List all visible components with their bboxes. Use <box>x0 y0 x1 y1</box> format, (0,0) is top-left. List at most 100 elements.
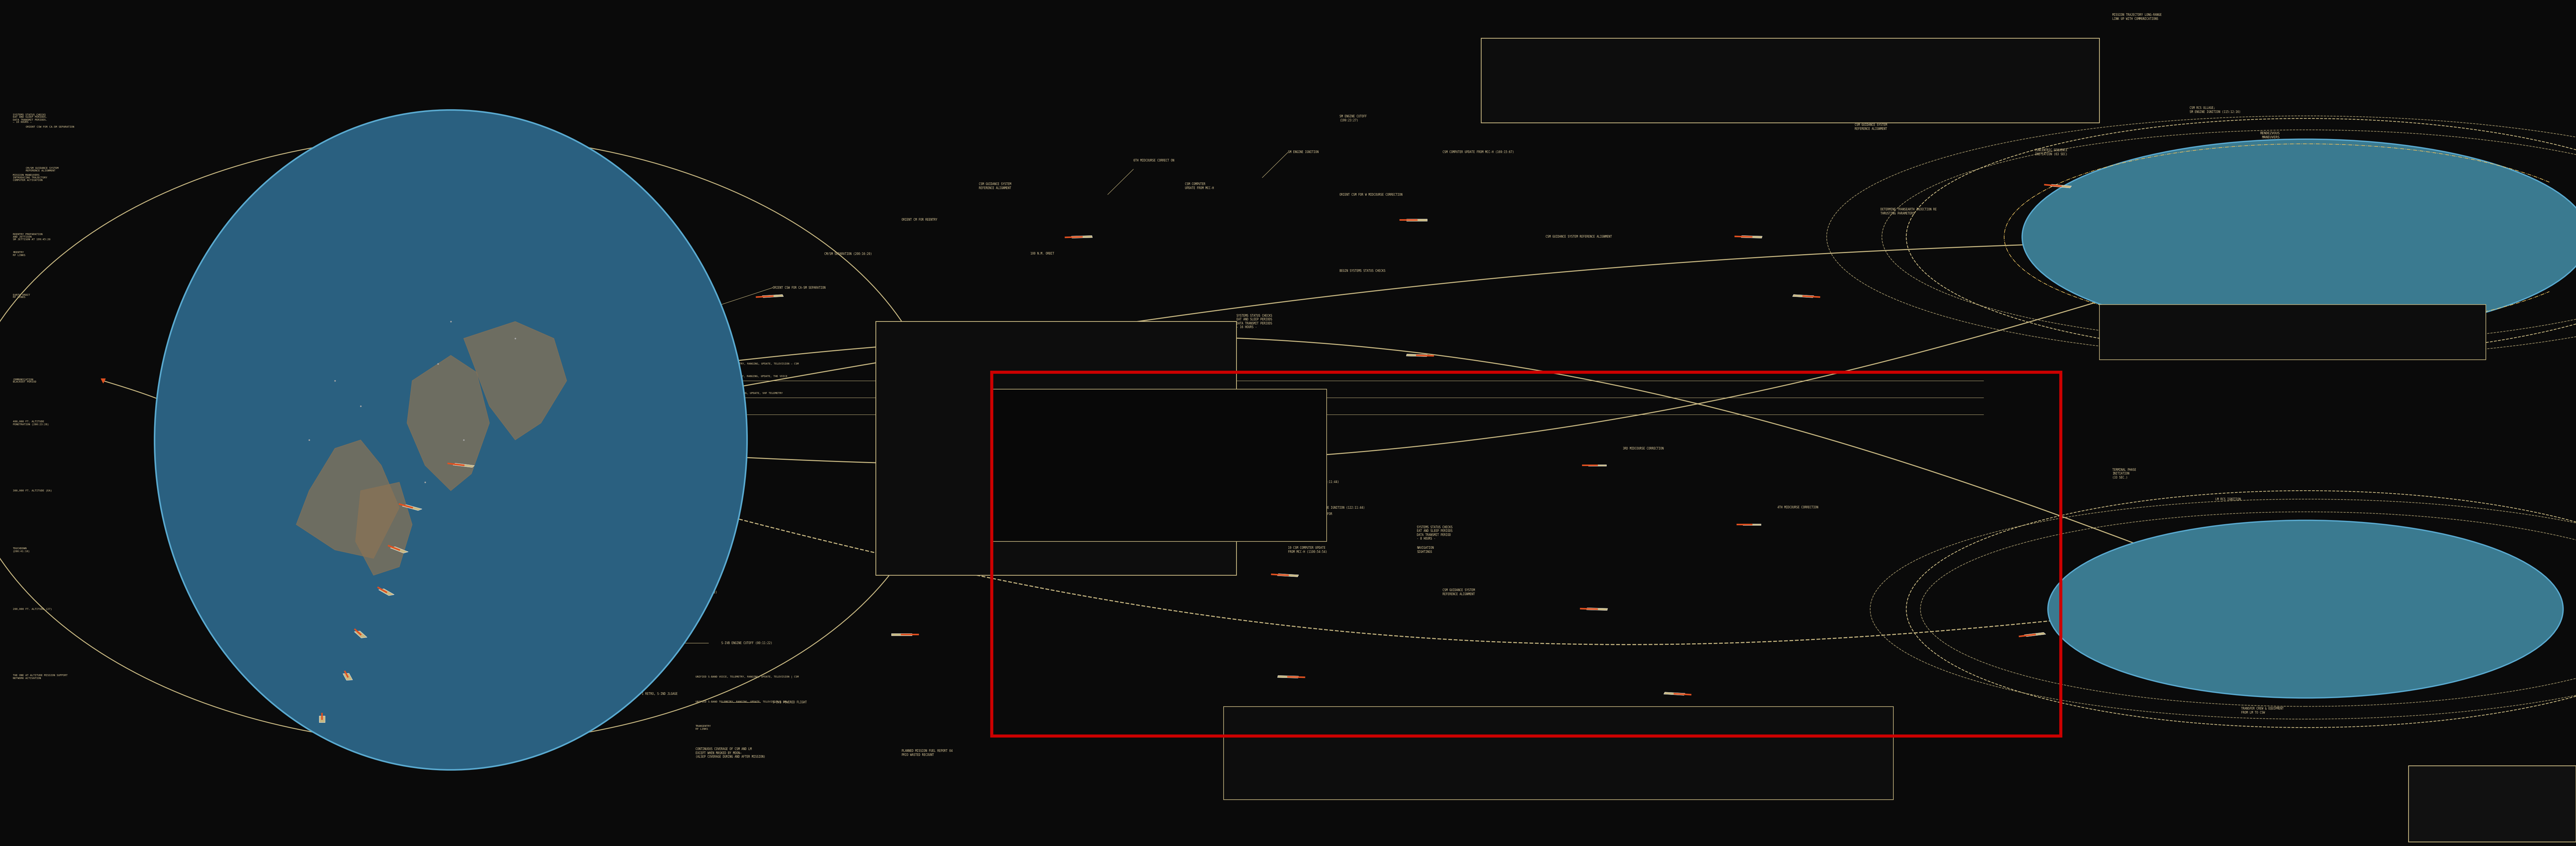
Text: 170: 170 <box>1218 428 1224 430</box>
Text: ANTIGUA: ANTIGUA <box>1069 461 1079 463</box>
Text: 6TH MIDCOURSE CORRECT ON: 6TH MIDCOURSE CORRECT ON <box>1133 159 1175 162</box>
Text: (MCCH): (MCCH) <box>889 476 899 480</box>
Text: MSFN OPERATIONS CENTER: MSFN OPERATIONS CENTER <box>889 392 927 395</box>
Text: RENDEZVOUS
RADAR TRACK CSM: RENDEZVOUS RADAR TRACK CSM <box>2264 310 2295 316</box>
Text: CAPE KENNEDY: CAPE KENNEDY <box>1069 385 1087 387</box>
Text: USNS
MERCURY: USNS MERCURY <box>446 319 456 324</box>
Text: LM ASCENT
(4 MIN, 39SEC.): LM ASCENT (4 MIN, 39SEC.) <box>2241 318 2267 325</box>
Polygon shape <box>1741 235 1762 239</box>
Text: USNS
MATERTOWN: USNS MATERTOWN <box>417 480 433 485</box>
Text: S-IVB: S-IVB <box>1005 545 1012 547</box>
Text: S-IVB ----: S-IVB ---- <box>683 409 698 411</box>
Text: HOUSTON: HOUSTON <box>889 434 902 437</box>
Text: UNIFIED S-BAND VOICE, TELEMETRY, RANGING, UPDATE, TELEVISION | CSM: UNIFIED S-BAND VOICE, TELEMETRY, RANGING… <box>696 675 799 678</box>
Text: INC: INC <box>1218 500 1224 502</box>
Text: REENTRY
RF LINKS: REENTRY RF LINKS <box>13 251 26 256</box>
Text: BEGIN SYSTEMS STATUS CHECKS: BEGIN SYSTEMS STATUS CHECKS <box>1340 269 1386 272</box>
Text: SM ENGINE CUTOFF
(199:23:27): SM ENGINE CUTOFF (199:23:27) <box>1340 115 1368 122</box>
Text: MISSION CONTROL CENTER: MISSION CONTROL CENTER <box>889 455 927 459</box>
Text: TRANSENTRY
RF LINKS: TRANSENTRY RF LINKS <box>696 725 711 730</box>
Ellipse shape <box>2048 520 2563 698</box>
Polygon shape <box>453 464 474 467</box>
Text: LV  ----UNIFIED S-BAND TELEMETRY, RANGING, UPDATE, VHF TELEMETRY: LV ----UNIFIED S-BAND TELEMETRY, RANGING… <box>683 393 783 394</box>
Text: TRANSEARTH INJECTION
(1 MIN, 36 SEC.): TRANSEARTH INJECTION (1 MIN, 36 SEC.) <box>2267 166 2300 173</box>
Polygon shape <box>2050 184 2071 188</box>
Text: CONCENTRIC SEQUENCE
INITIATION (63 SEC): CONCENTRIC SEQUENCE INITIATION (63 SEC) <box>2035 149 2069 156</box>
FancyBboxPatch shape <box>876 321 1236 575</box>
Text: 19 CSM COMPUTER UPDATE
FROM MCC-H (1100:54:54): 19 CSM COMPUTER UPDATE FROM MCC-H (1100:… <box>1288 547 1327 553</box>
Text: ORIENT CSM FOR W MIDCOURSE CORRECTION: ORIENT CSM FOR W MIDCOURSE CORRECTION <box>1340 193 1401 196</box>
Text: LM RCS
IGNITION: LM RCS IGNITION <box>2190 250 2202 257</box>
Text: INC: INC <box>1218 471 1224 473</box>
Text: WIDCOURSE
CORRECTIONS: WIDCOURSE CORRECTIONS <box>2450 267 2470 274</box>
Text: 17 ORIENT CSM FOR PASSIVE THERMAL CONTROL: 17 ORIENT CSM FOR PASSIVE THERMAL CONTRO… <box>1082 438 1151 442</box>
Text: GUAM: GUAM <box>513 338 518 339</box>
Polygon shape <box>296 440 399 558</box>
Text: ASCENSION: ASCENSION <box>456 439 471 441</box>
Polygon shape <box>1406 354 1427 357</box>
Text: RCS - REACTION CONTROL SYSTEM   TLI - TRANS LUNAR INJECTION: RCS - REACTION CONTROL SYSTEM TLI - TRAN… <box>1249 769 1345 771</box>
Polygon shape <box>2025 633 2045 636</box>
Text: CSM/LM SEPARATION AND
LM JETTISON (108:00:45): CSM/LM SEPARATION AND LM JETTISON (108:0… <box>2112 614 2151 621</box>
Text: INC: INC <box>1218 486 1224 487</box>
Text: GRAND BAHAMA ISLAND: GRAND BAHAMA ISLAND <box>1069 446 1100 448</box>
Text: PATRICK AFB: PATRICK AFB <box>1069 415 1087 417</box>
Text: ASCENSION: ASCENSION <box>1005 457 1018 459</box>
Text: CSM GUIDANCE SYSTEM
REFERENCE ALIGNMENT: CSM GUIDANCE SYSTEM REFERENCE ALIGNMENT <box>1855 124 1888 130</box>
Polygon shape <box>464 321 567 440</box>
Text: ASLEEP: ASLEEP <box>2272 565 2287 569</box>
Text: CM  - COMMAND MODULE            LM  - LUNAR MODULE: CM - COMMAND MODULE LM - LUNAR MODULE <box>1249 745 1329 747</box>
Text: 170: 170 <box>1218 414 1224 415</box>
Polygon shape <box>1278 574 1298 577</box>
Text: ORIENT CSM FOR PASSIVE THERMAL CONTROL: ORIENT CSM FOR PASSIVE THERMAL CONTROL <box>953 371 1018 374</box>
Polygon shape <box>1793 294 1814 298</box>
Text: TERMINAL PHASE
INITIATION
(33 SEC.): TERMINAL PHASE INITIATION (33 SEC.) <box>2112 469 2136 479</box>
Polygon shape <box>1406 219 1427 221</box>
Text: UNIFIED S-BAND VOICE; TELEMETRY, RANGING, UPDATE, TELEVISION — CSM: UNIFIED S-BAND VOICE; TELEMETRY, RANGING… <box>696 363 799 365</box>
Text: NETWORK: NETWORK <box>1069 354 1079 356</box>
Polygon shape <box>392 547 407 553</box>
Text: CSM GUIDANCE SYSTEM REFERENCE ALIGNMENT: CSM GUIDANCE SYSTEM REFERENCE ALIGNMENT <box>1546 235 1613 239</box>
Text: TANANARIVE: TANANARIVE <box>1005 471 1020 473</box>
Text: THIS CHART HAS BEEN PURPOSELY DRAWN OUT OF SCALE
TO BETTER ILLUSTRATE THE MAJOR : THIS CHART HAS BEEN PURPOSELY DRAWN OUT … <box>1734 76 1847 85</box>
Text: SYSTEMS STATUS CHECKS
EAT AND SLEEP PERIODS
DATA TRANSMIT PERIODS
- 16 HOURS -: SYSTEMS STATUS CHECKS EAT AND SLEEP PERI… <box>1236 314 1273 329</box>
Text: CANBERRA: CANBERRA <box>355 405 366 407</box>
Text: REENTRY PREPARATION
AND JETTISON
SM JETTISON AT 199:45:20: REENTRY PREPARATION AND JETTISON SM JETT… <box>13 233 52 240</box>
Text: CSM COMPUTER UPDATE FROM MCC-H (169:15:67): CSM COMPUTER UPDATE FROM MCC-H (169:15:6… <box>1443 151 1515 154</box>
Text: GODDARD: GODDARD <box>889 371 902 374</box>
Text: CSM/LM INITIAL DOCKING
(103:02:14): CSM/LM INITIAL DOCKING (103:02:14) <box>2061 64 2099 71</box>
Polygon shape <box>891 634 912 635</box>
Text: INC: INC <box>1218 457 1224 459</box>
Text: GUAM: GUAM <box>1069 568 1074 569</box>
Text: MADRID: MADRID <box>1069 507 1079 508</box>
Text: MERRIT ISLAND: MERRIT ISLAND <box>1069 400 1090 402</box>
Text: PLANNED MISSION FUEL REPORT 04
PRIO WASTED RECOUNT: PLANNED MISSION FUEL REPORT 04 PRIO WAST… <box>902 750 953 756</box>
Text: SM ENGINE IGNITION: SM ENGINE IGNITION <box>1288 151 1319 154</box>
Text: USNS
HAWTHORN: USNS HAWTHORN <box>304 437 314 442</box>
Text: MCC - MISSION CONTROL CENTER    CSM - COMMAND/SERVICE MODULE: MCC - MISSION CONTROL CENTER CSM - COMMA… <box>1249 733 1347 735</box>
Polygon shape <box>1744 524 1762 525</box>
Text: GUAM: GUAM <box>1005 514 1010 516</box>
Text: LM RCS IGNITION: LM RCS IGNITION <box>2215 497 2241 501</box>
Text: 4TH MIDCOURSE CORRECTION: 4TH MIDCOURSE CORRECTION <box>1777 506 1819 509</box>
Text: MISSION MANEUVERS
INTRODUCING TRAJECTORY
COMPUTER ACTIVATION: MISSION MANEUVERS INTRODUCING TRAJECTORY… <box>13 174 46 181</box>
Text: THE ONE AT ALTITUDE MISSION SUPPORT
NETWORK ACTIVATION: THE ONE AT ALTITUDE MISSION SUPPORT NETW… <box>13 674 67 679</box>
Text: SYSTEMS STATUS CHECKS
EAT AND SLEEP PERIODS.
DATA TRANSMIT PERIODS.
— 16 HOURS —: SYSTEMS STATUS CHECKS EAT AND SLEEP PERI… <box>13 113 46 124</box>
Text: MISSION TRAJECTORY LONG-RANGE
LINK UP WITH COMMUNICATIONS: MISSION TRAJECTORY LONG-RANGE LINK UP WI… <box>2112 14 2161 20</box>
Polygon shape <box>1278 675 1298 678</box>
Text: CM/SM SEPARATION (200:16:20): CM/SM SEPARATION (200:16:20) <box>824 252 871 255</box>
Text: CONSTANT DELTA
HEIGHT MANEUVER
(56 SEC.): CONSTANT DELTA HEIGHT MANEUVER (56 SEC.) <box>2164 536 2190 547</box>
Text: YHF VOICE
RADAR TRACKING: YHF VOICE RADAR TRACKING <box>2241 174 2267 181</box>
FancyBboxPatch shape <box>2409 766 2576 842</box>
Text: 200,000 FT. ALTITUDE (27): 200,000 FT. ALTITUDE (27) <box>13 608 52 610</box>
Text: MANNED SPACE FLIGHT NETWORK: MANNED SPACE FLIGHT NETWORK <box>1082 337 1141 340</box>
Polygon shape <box>379 589 394 596</box>
Polygon shape <box>1587 607 1607 611</box>
Ellipse shape <box>2022 139 2576 334</box>
Text: INC: INC <box>1218 529 1224 530</box>
Text: ORIENT CM FOR REENTRY: ORIENT CM FOR REENTRY <box>902 218 938 222</box>
Polygon shape <box>1664 692 1685 695</box>
Text: 11 CSM COMPUTER UPDATE FROM MCC-H (169:65:55): 11 CSM COMPUTER UPDATE FROM MCC-H (169:6… <box>1082 489 1159 492</box>
Text: 100 N.M. ORBIT: 100 N.M. ORBIT <box>1030 252 1054 255</box>
Ellipse shape <box>155 110 747 770</box>
